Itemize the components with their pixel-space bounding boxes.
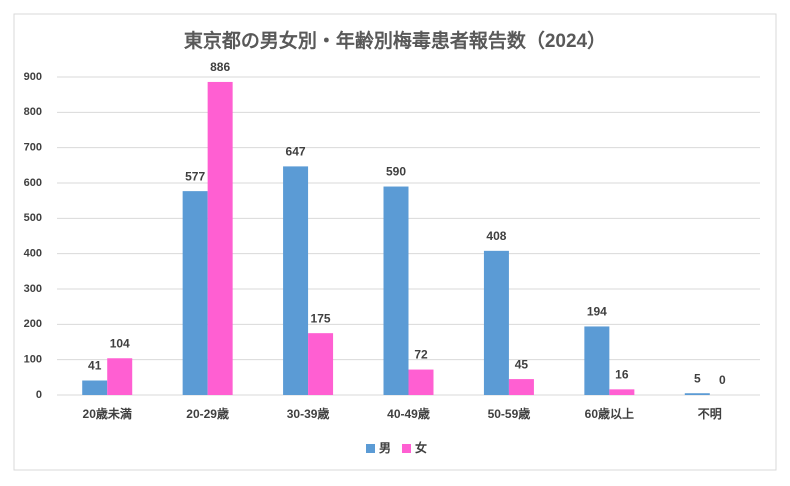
bar [483, 250, 509, 395]
value-label: 175 [311, 311, 331, 325]
bar [182, 191, 208, 395]
value-label: 577 [185, 169, 205, 183]
y-tick-label: 200 [24, 318, 42, 330]
x-tick-label: 40-49歳 [387, 406, 430, 421]
value-label: 45 [515, 357, 529, 371]
value-label: 16 [615, 368, 629, 382]
x-tick-label: 不明 [698, 407, 722, 421]
bar [408, 369, 434, 395]
value-label: 41 [88, 359, 102, 373]
bar [684, 393, 710, 395]
value-label: 590 [386, 165, 406, 179]
value-label: 647 [286, 145, 306, 159]
value-label: 0 [719, 373, 726, 387]
value-label: 5 [694, 371, 701, 385]
y-tick-label: 0 [36, 389, 42, 401]
value-label: 194 [587, 305, 607, 319]
bar [107, 358, 133, 395]
legend-swatch [366, 444, 375, 453]
x-tick-label: 20歳未満 [83, 406, 132, 421]
x-tick-label: 60歳以上 [585, 406, 634, 421]
x-tick-label: 20-29歳 [186, 406, 229, 421]
bar [508, 379, 534, 395]
x-tick-label: 50-59歳 [488, 406, 531, 421]
y-tick-label: 900 [24, 71, 42, 83]
x-tick-label: 30-39歳 [287, 406, 330, 421]
value-label: 408 [486, 229, 506, 243]
y-tick-label: 100 [24, 354, 42, 366]
bar [283, 166, 309, 395]
bar [308, 333, 334, 395]
y-tick-label: 700 [24, 142, 42, 154]
y-tick-label: 400 [24, 248, 42, 260]
bar [584, 326, 610, 395]
value-label: 886 [210, 60, 230, 74]
y-tick-label: 600 [24, 177, 42, 189]
chart-title: 東京都の男女別・年齢別梅毒患者報告数（2024） [184, 29, 606, 52]
value-label: 104 [110, 336, 130, 350]
bar [383, 186, 409, 395]
legend-swatch [402, 444, 411, 453]
y-tick-label: 500 [24, 212, 42, 224]
y-tick-label: 800 [24, 106, 42, 118]
legend-label: 男 [379, 441, 391, 455]
bar [207, 81, 233, 396]
bar [609, 389, 635, 395]
y-tick-label: 300 [24, 283, 42, 295]
bar [82, 380, 108, 395]
legend-label: 女 [415, 440, 427, 455]
value-label: 72 [414, 348, 428, 362]
